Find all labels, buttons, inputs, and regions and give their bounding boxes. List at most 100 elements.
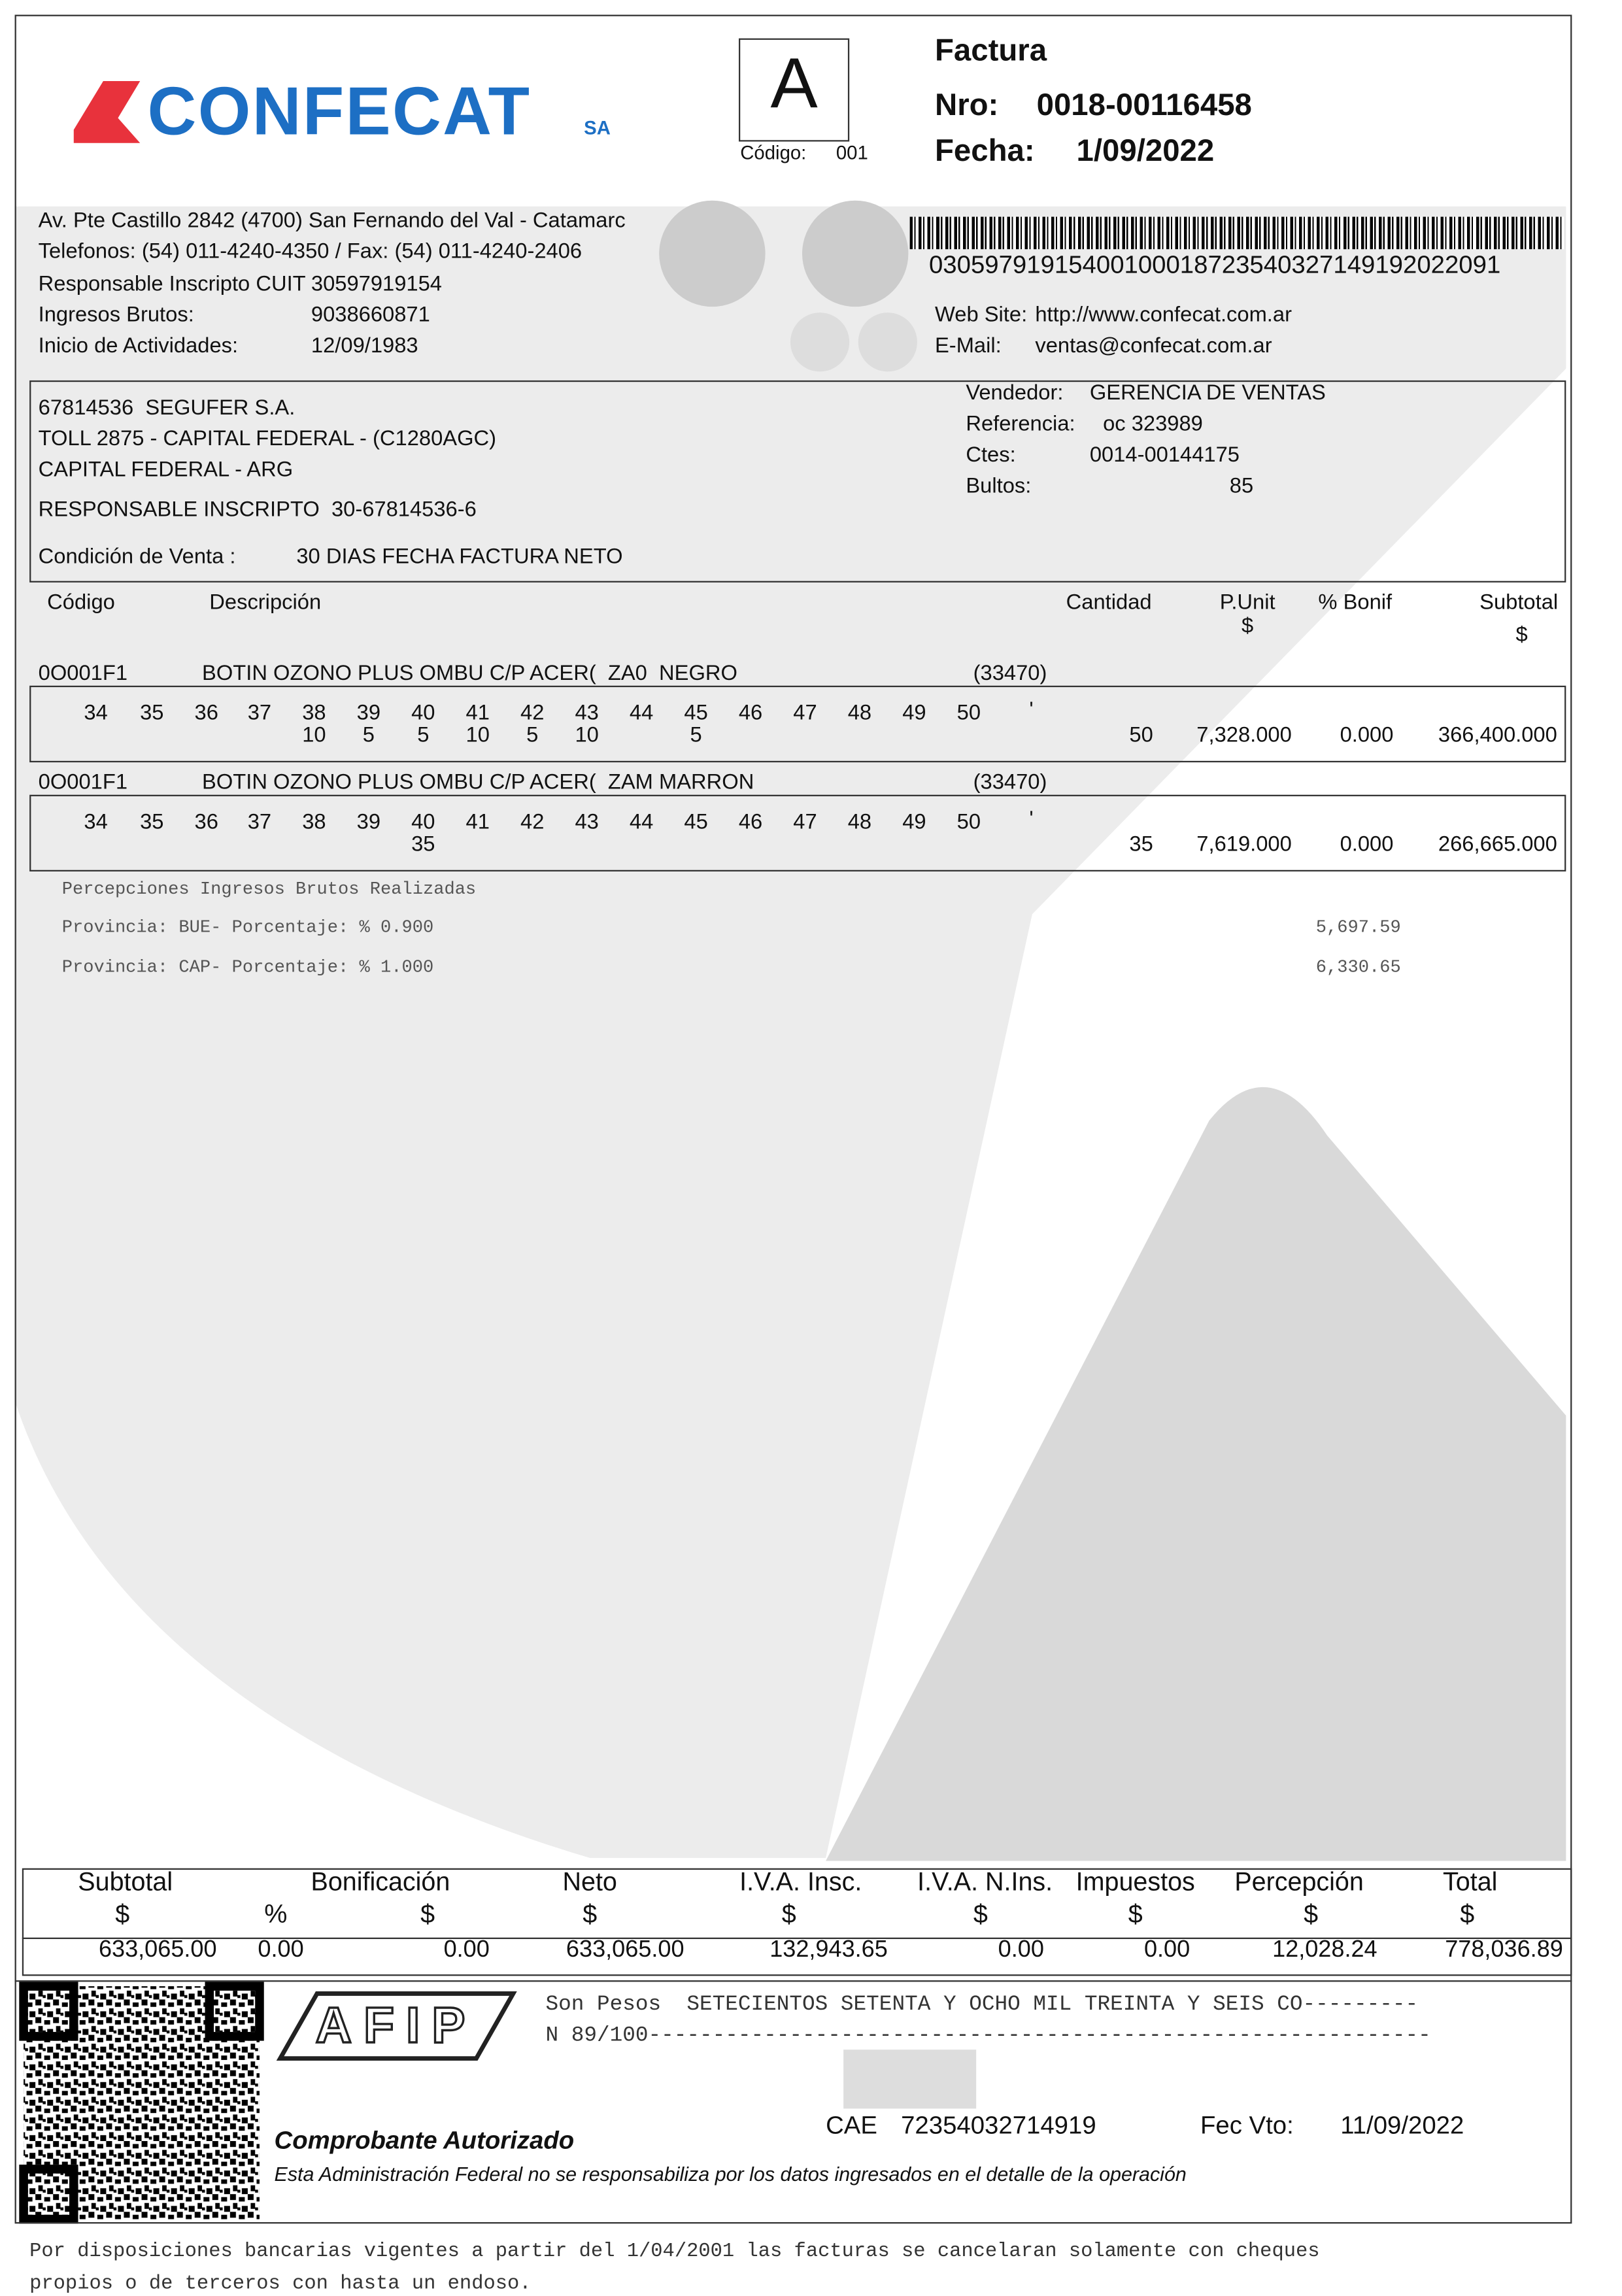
barcode bbox=[909, 216, 1565, 250]
size: 50 bbox=[956, 701, 981, 726]
company-value: 12/09/1983 bbox=[311, 334, 418, 359]
totals-value: 633,065.00 bbox=[566, 1937, 684, 1963]
column-header: Subtotal bbox=[1479, 591, 1559, 615]
perception-value: 6,330.65 bbox=[1315, 956, 1401, 978]
totals-box bbox=[22, 1868, 1572, 1976]
size: 41 bbox=[465, 811, 490, 835]
vendor-value: 0014-00144175 bbox=[1089, 443, 1240, 467]
size-qty: 10 bbox=[575, 724, 599, 748]
codigo-label: Código: bbox=[740, 141, 807, 164]
nro: 0018-00116458 bbox=[1036, 88, 1252, 123]
fecha: 1/09/2022 bbox=[1076, 134, 1215, 169]
bonif: 0.000 bbox=[1340, 724, 1394, 748]
column-header: Cantidad bbox=[1066, 591, 1152, 615]
codigo: 001 bbox=[836, 141, 868, 164]
client-line: RESPONSABLE INSCRIPTO 30-67814536-6 bbox=[38, 498, 477, 522]
client-line: CAPITAL FEDERAL - ARG bbox=[38, 458, 294, 482]
vendor-value: 85 bbox=[1229, 475, 1254, 499]
totals-unit: $ bbox=[420, 1899, 435, 1929]
size: 34 bbox=[84, 701, 108, 726]
size: 42 bbox=[520, 811, 545, 835]
cae: 72354032714919 bbox=[901, 2111, 1096, 2140]
note: Por disposiciones bancarias vigentes a p… bbox=[29, 2241, 1320, 2264]
cantidad: 50 bbox=[1129, 724, 1153, 748]
vendor-label: Vendedor: bbox=[966, 382, 1064, 406]
totals-header: Impuestos bbox=[1075, 1866, 1195, 1897]
size: 48 bbox=[847, 701, 872, 726]
totals-unit: $ bbox=[973, 1899, 988, 1929]
email-label: E-Mail: bbox=[934, 334, 1002, 359]
totals-value: 0.00 bbox=[258, 1937, 304, 1963]
column-header: Descripción bbox=[209, 591, 322, 615]
totals-unit: $ bbox=[1460, 1899, 1475, 1929]
cae-label: CAE bbox=[826, 2111, 877, 2140]
barcode-number: 0305979191540010001872354032714919202209… bbox=[928, 250, 1501, 279]
size: 46 bbox=[738, 811, 763, 835]
size: 43 bbox=[575, 701, 599, 726]
vto-label: Fec Vto: bbox=[1200, 2111, 1294, 2140]
totals-value: 633,065.00 bbox=[98, 1937, 217, 1963]
email: ventas@confecat.com.ar bbox=[1035, 334, 1272, 359]
item-code: 0O001F1 bbox=[38, 771, 128, 795]
totals-header: Total bbox=[1443, 1866, 1498, 1897]
totals-header: Neto bbox=[562, 1866, 617, 1897]
size: 40 bbox=[411, 811, 435, 835]
size: 35 bbox=[140, 701, 164, 726]
size: 45 bbox=[684, 811, 708, 835]
condicion-label: Condición de Venta : bbox=[38, 545, 236, 569]
address: Av. Pte Castillo 2842 (4700) San Fernand… bbox=[38, 209, 626, 233]
note: propios o de terceros con hasta un endos… bbox=[29, 2273, 532, 2296]
company-label: Inicio de Actividades: bbox=[38, 334, 239, 359]
logo-suffix: SA bbox=[584, 116, 611, 139]
size-qty: 5 bbox=[526, 724, 539, 748]
totals-unit: $ bbox=[1304, 1899, 1319, 1929]
column-header: % Bonif bbox=[1318, 591, 1393, 615]
size: 44 bbox=[629, 811, 654, 835]
bonif: 0.000 bbox=[1340, 833, 1394, 857]
size: 49 bbox=[902, 701, 926, 726]
size: 46 bbox=[738, 701, 763, 726]
company-label: Responsable Inscripto CUIT bbox=[38, 273, 306, 297]
autorizado: Comprobante Autorizado bbox=[274, 2126, 575, 2155]
footer-divider bbox=[14, 1980, 1572, 1982]
web: http://www.confecat.com.ar bbox=[1035, 303, 1292, 328]
disclaimer: Esta Administración Federal no se respon… bbox=[274, 2163, 1187, 2186]
size: 37 bbox=[247, 811, 272, 835]
perception-value: 5,697.59 bbox=[1315, 917, 1401, 938]
item-description: BOTIN OZONO PLUS OMBU C/P ACER( ZAM MARR… bbox=[202, 771, 754, 795]
punit: 7,328.000 bbox=[1196, 724, 1292, 748]
size: 41 bbox=[465, 701, 490, 726]
letter: A bbox=[770, 45, 818, 124]
client-box bbox=[29, 380, 1566, 582]
client-line: 67814536 SEGUFER S.A. bbox=[38, 396, 296, 420]
size-qty: 5 bbox=[417, 724, 430, 748]
cantidad: 35 bbox=[1129, 833, 1153, 857]
client-line: TOLL 2875 - CAPITAL FEDERAL - (C1280AGC) bbox=[38, 428, 497, 452]
outer-border bbox=[14, 14, 1572, 2224]
size-mark: ' bbox=[1029, 699, 1034, 723]
item-box bbox=[29, 794, 1566, 872]
totals-value: 0.00 bbox=[443, 1937, 490, 1963]
size: 35 bbox=[140, 811, 164, 835]
perception-label: Provincia: BUE- Porcentaje: % 0.900 bbox=[61, 917, 434, 938]
size: 48 bbox=[847, 811, 872, 835]
punit: 7,619.000 bbox=[1196, 833, 1292, 857]
size: 38 bbox=[302, 811, 326, 835]
column-unit: $ bbox=[1242, 615, 1254, 639]
vendor-value: GERENCIA DE VENTAS bbox=[1089, 382, 1326, 406]
totals-header: Subtotal bbox=[78, 1866, 173, 1897]
doc-type: Factura bbox=[934, 33, 1047, 68]
size: 38 bbox=[302, 701, 326, 726]
totals-header: Bonificación bbox=[311, 1866, 450, 1897]
afip-logo: AFIP bbox=[314, 1998, 477, 2054]
totals-unit: $ bbox=[1128, 1899, 1143, 1929]
size: 36 bbox=[194, 701, 218, 726]
totals-header: I.V.A. N.Ins. bbox=[917, 1866, 1053, 1897]
vendor-label: Bultos: bbox=[966, 475, 1032, 499]
perception-label: Provincia: CAP- Porcentaje: % 1.000 bbox=[61, 956, 434, 978]
vto: 11/09/2022 bbox=[1340, 2111, 1464, 2140]
size: 36 bbox=[194, 811, 218, 835]
size: 50 bbox=[956, 811, 981, 835]
size: 47 bbox=[793, 811, 817, 835]
